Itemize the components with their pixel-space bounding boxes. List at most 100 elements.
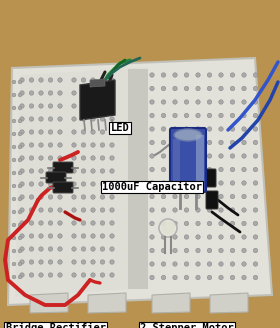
Circle shape: [48, 260, 53, 264]
Circle shape: [161, 113, 166, 118]
Circle shape: [242, 154, 246, 158]
Circle shape: [161, 262, 166, 266]
Circle shape: [219, 113, 223, 118]
Circle shape: [196, 154, 200, 158]
Circle shape: [29, 130, 34, 134]
Circle shape: [20, 117, 24, 121]
Circle shape: [150, 235, 154, 239]
FancyBboxPatch shape: [53, 162, 73, 173]
Circle shape: [20, 221, 24, 225]
Circle shape: [242, 235, 246, 239]
Circle shape: [230, 140, 235, 145]
Circle shape: [81, 169, 86, 173]
Circle shape: [196, 235, 200, 239]
Circle shape: [100, 143, 105, 147]
Circle shape: [253, 86, 258, 91]
Circle shape: [91, 234, 95, 238]
Circle shape: [207, 248, 212, 253]
Circle shape: [18, 262, 22, 266]
Circle shape: [72, 91, 76, 95]
Circle shape: [161, 221, 166, 226]
Circle shape: [196, 140, 200, 145]
Circle shape: [161, 208, 166, 212]
Circle shape: [58, 208, 62, 212]
Circle shape: [91, 143, 95, 147]
Circle shape: [29, 182, 34, 186]
Circle shape: [230, 100, 235, 104]
Circle shape: [20, 104, 24, 108]
Circle shape: [91, 91, 95, 95]
Circle shape: [100, 208, 105, 212]
Circle shape: [219, 140, 223, 145]
Circle shape: [48, 234, 53, 238]
Circle shape: [72, 169, 76, 173]
Circle shape: [12, 249, 16, 253]
Circle shape: [196, 167, 200, 172]
Text: 1000uF Capacitor: 1000uF Capacitor: [102, 182, 202, 192]
Circle shape: [81, 247, 86, 251]
Circle shape: [39, 91, 43, 95]
Circle shape: [110, 182, 114, 186]
Circle shape: [230, 194, 235, 199]
Circle shape: [18, 158, 22, 162]
Circle shape: [72, 143, 76, 147]
Circle shape: [72, 195, 76, 199]
Circle shape: [39, 247, 43, 251]
Circle shape: [207, 127, 212, 131]
Circle shape: [81, 156, 86, 160]
Circle shape: [173, 194, 177, 199]
Circle shape: [161, 181, 166, 185]
Polygon shape: [210, 293, 248, 313]
Circle shape: [196, 275, 200, 280]
Circle shape: [196, 73, 200, 77]
Circle shape: [72, 104, 76, 108]
Circle shape: [161, 127, 166, 131]
Circle shape: [219, 127, 223, 131]
Circle shape: [207, 100, 212, 104]
Circle shape: [219, 100, 223, 104]
Circle shape: [39, 78, 43, 82]
Circle shape: [207, 167, 212, 172]
Circle shape: [12, 93, 16, 97]
Circle shape: [110, 169, 114, 173]
Circle shape: [230, 208, 235, 212]
Circle shape: [48, 91, 53, 95]
Circle shape: [29, 169, 34, 173]
Circle shape: [29, 143, 34, 147]
Circle shape: [184, 181, 189, 185]
Circle shape: [20, 195, 24, 199]
Circle shape: [72, 221, 76, 225]
Circle shape: [219, 167, 223, 172]
Circle shape: [184, 235, 189, 239]
Circle shape: [58, 182, 62, 186]
Circle shape: [18, 197, 22, 201]
Circle shape: [253, 221, 258, 226]
Circle shape: [72, 273, 76, 277]
Circle shape: [161, 167, 166, 172]
Circle shape: [242, 194, 246, 199]
Circle shape: [72, 130, 76, 134]
Circle shape: [110, 221, 114, 225]
Circle shape: [18, 275, 22, 279]
Circle shape: [110, 234, 114, 238]
Circle shape: [72, 234, 76, 238]
Circle shape: [100, 169, 105, 173]
Circle shape: [39, 221, 43, 225]
Circle shape: [20, 156, 24, 160]
Circle shape: [184, 208, 189, 212]
Circle shape: [242, 208, 246, 212]
Circle shape: [150, 167, 154, 172]
Circle shape: [173, 248, 177, 253]
Polygon shape: [80, 80, 115, 120]
Circle shape: [161, 248, 166, 253]
Circle shape: [29, 247, 34, 251]
Circle shape: [81, 195, 86, 199]
Circle shape: [58, 104, 62, 108]
Text: Bridge Rectifier: Bridge Rectifier: [6, 323, 106, 328]
Circle shape: [242, 127, 246, 131]
Circle shape: [184, 194, 189, 199]
Circle shape: [184, 100, 189, 104]
Circle shape: [72, 182, 76, 186]
Circle shape: [110, 91, 114, 95]
Circle shape: [173, 154, 177, 158]
